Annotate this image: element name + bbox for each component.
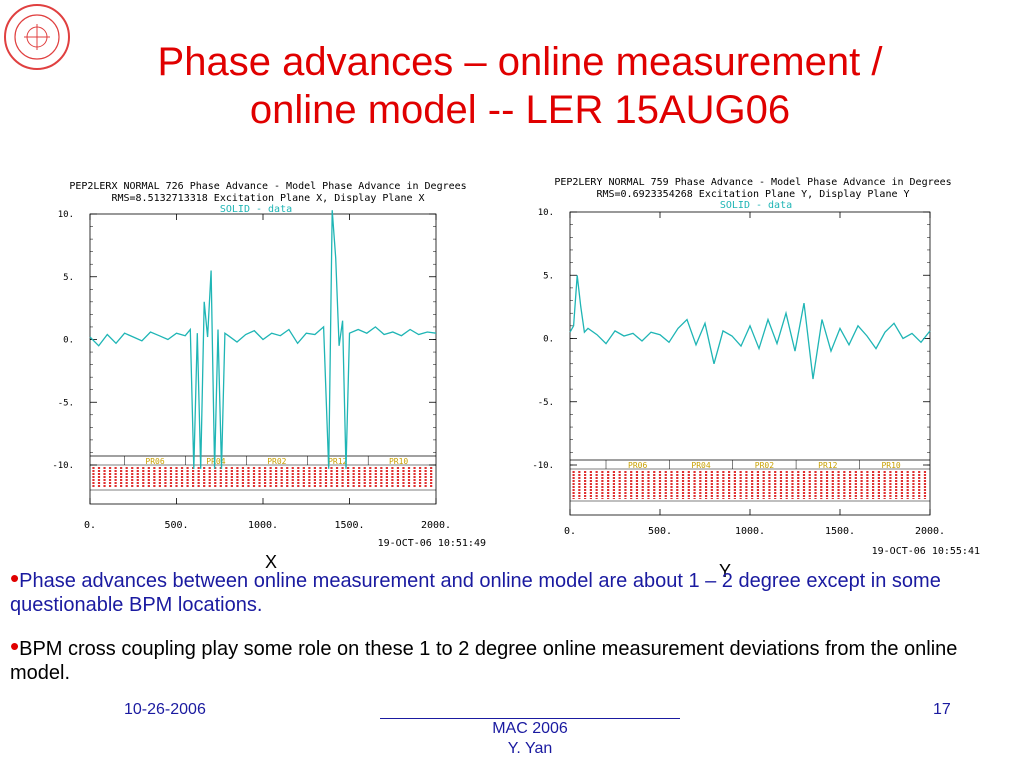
x-tick-label: 1000. [735, 526, 765, 537]
footer-author: Y. Yan [507, 740, 553, 757]
region-label: PR02 [755, 461, 774, 470]
bullet-dot-icon: • [10, 563, 20, 593]
region-label: PR04 [206, 457, 225, 466]
chart-title-line-2: RMS=0.6923354268 Excitation Plane Y, Dis… [596, 189, 909, 200]
region-label: PR10 [881, 461, 900, 470]
legend-label: SOLID - data [220, 204, 292, 215]
x-tick-label: 0. [564, 526, 576, 537]
y-tick-label: 10. [58, 210, 74, 220]
plot-area: 10. 5. 0. -5. -10. 0. 500. 1000. 1500. 2000. PR06 P… [52, 210, 451, 531]
slide-title: Phase advances – online measurement / on… [80, 38, 960, 134]
bullet-text: Phase advances between online measuremen… [10, 570, 941, 616]
legend-label: SOLID - data [720, 200, 792, 211]
y-tick-label: -10. [52, 461, 74, 471]
chart-timestamp: 19-OCT-06 10:51:49 [378, 538, 486, 549]
y-tick-label: 0. [63, 336, 74, 346]
footer-rule [380, 718, 680, 719]
x-tick-label: 2000. [915, 526, 945, 537]
footer-date: 10-26-2006 [124, 701, 206, 718]
region-label: PR12 [818, 461, 837, 470]
x-tick-label: 1500. [825, 526, 855, 537]
phase-advance-chart-x: PEP2LERX NORMAL 726 Phase Advance - Mode… [52, 181, 486, 549]
chart-title-line-1: PEP2LERX NORMAL 726 Phase Advance - Mode… [69, 181, 466, 192]
x-tick-label: 2000. [421, 520, 451, 531]
footer-page-number: 17 [933, 701, 951, 718]
plot-area: 10. 5. 0. -5. -10. 0. 500. 1000. 1500. 2000. PR06 P… [532, 208, 945, 537]
bullet-item: •Phase advances between online measureme… [10, 563, 970, 617]
chart-title-line-1: PEP2LERY NORMAL 759 Phase Advance - Mode… [554, 177, 951, 188]
plot-frame [89, 213, 437, 505]
y-tick-label: 0. [543, 335, 554, 345]
plane-label-x: X [265, 552, 278, 572]
y-tick-label: -10. [532, 461, 554, 471]
phase-advance-chart-y: PEP2LERY NORMAL 759 Phase Advance - Mode… [532, 177, 980, 557]
y-tick-label: -5. [58, 398, 74, 408]
bullet-item: •BPM cross coupling play some role on th… [10, 631, 970, 685]
x-tick-label: 500. [164, 520, 188, 531]
plane-label-y: Y [719, 561, 732, 581]
y-tick-label: 5. [63, 273, 74, 283]
data-series-line [569, 275, 931, 380]
plot-frame [569, 211, 931, 516]
y-tick-label: -5. [538, 398, 554, 408]
y-tick-label: 5. [543, 271, 554, 281]
region-label: PR12 [328, 457, 347, 466]
title-line-2: online model -- LER 15AUG06 [249, 88, 791, 132]
title-line-1: Phase advances – online measurement / [157, 40, 883, 84]
y-tick-label: 10. [538, 208, 554, 218]
region-label: PR10 [389, 457, 408, 466]
region-label: PR06 [628, 461, 647, 470]
region-label: PR06 [145, 457, 164, 466]
footer-center: MAC 2006 Y. Yan [380, 699, 680, 759]
chart-timestamp: 19-OCT-06 10:55:41 [872, 546, 980, 557]
x-tick-label: 0. [84, 520, 96, 531]
region-label: PR02 [267, 457, 286, 466]
bullet-text: BPM cross coupling play some role on the… [10, 638, 958, 684]
slac-seal-icon [4, 4, 70, 70]
chart-title-line-2: RMS=8.5132713318 Excitation Plane X, Dis… [111, 193, 424, 204]
x-tick-label: 500. [648, 526, 672, 537]
bullet-dot-icon: • [10, 631, 20, 661]
x-tick-label: 1500. [334, 520, 364, 531]
data-series-line [89, 210, 437, 469]
x-tick-label: 1000. [248, 520, 278, 531]
region-label: PR04 [691, 461, 710, 470]
footer-conference: MAC 2006 [492, 720, 568, 737]
